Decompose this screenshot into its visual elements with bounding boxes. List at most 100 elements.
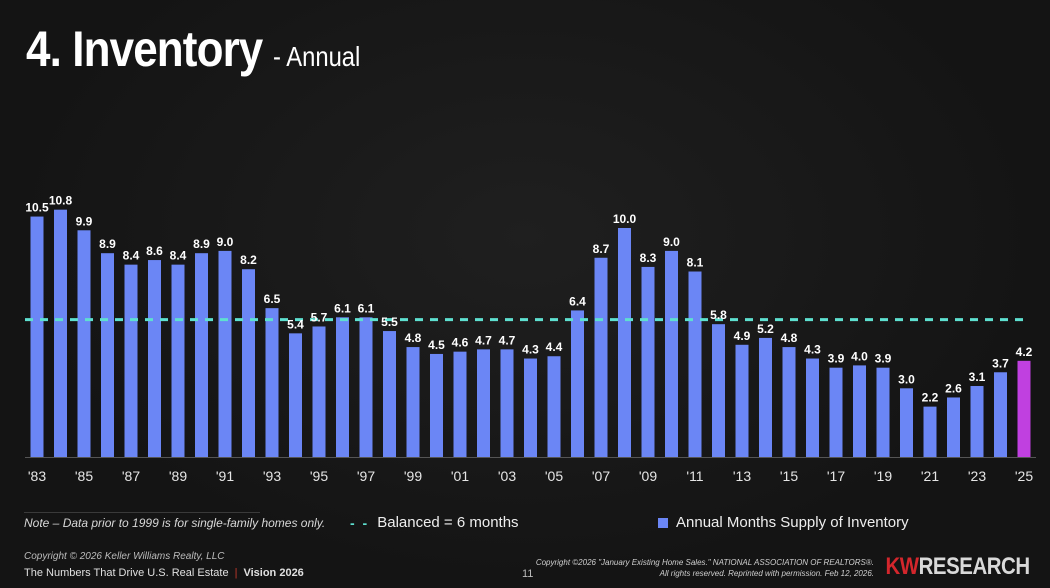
bar-22 xyxy=(947,397,960,457)
bar-88 xyxy=(148,260,161,457)
bar-09 xyxy=(641,266,655,457)
bar-07 xyxy=(594,257,608,457)
data-label: 4.3 xyxy=(522,343,539,357)
bar-16 xyxy=(806,358,819,457)
x-tick-label: '89 xyxy=(169,468,187,484)
x-tick-label: '03 xyxy=(498,468,516,484)
bar-83 xyxy=(30,216,44,457)
copyright-kw: Copyright © 2026 Keller Williams Realty,… xyxy=(24,551,225,562)
x-tick-label: '01 xyxy=(451,468,469,484)
bar-15 xyxy=(782,347,796,457)
bar-03 xyxy=(500,349,514,457)
data-label: 5.7 xyxy=(311,310,328,324)
x-tick-label: '83 xyxy=(28,468,46,484)
data-label: 4.2 xyxy=(1016,345,1033,359)
bar-21 xyxy=(923,406,937,457)
data-label: 8.4 xyxy=(170,249,187,263)
x-tick-label: '21 xyxy=(921,468,939,484)
legend-series: Annual Months Supply of Inventory xyxy=(658,514,909,531)
x-tick-label: '11 xyxy=(686,468,703,484)
x-tick-labels-group: '83 '85 '87 '89 '91 '93 '95 '97 '99 '01 '03 '05 '07 '… xyxy=(28,468,1033,484)
data-labels-group: 10.5 10.89.9 8.9 8.4 8.6 8.4 8.9 9.0 8.2 6.5 5.4 5.… xyxy=(25,194,1032,405)
data-label: 4.5 xyxy=(428,338,445,352)
bar-99 xyxy=(406,347,420,457)
kw-research-logo: KWRESEARCH xyxy=(886,553,1031,581)
bar-05 xyxy=(547,356,561,457)
data-label: 2.6 xyxy=(945,381,962,395)
bar-18 xyxy=(853,365,866,457)
bar-89 xyxy=(171,264,185,457)
bar-13 xyxy=(735,344,749,457)
inventory-bar-chart: 10.5 10.89.9 8.9 8.4 8.6 8.4 8.9 9.0 8.2 6.5 5.4 5.… xyxy=(25,194,1036,484)
source-line-1: Copyright ©2026 "January Existing Home S… xyxy=(535,558,874,567)
data-note: Note – Data prior to 1999 is for single-… xyxy=(24,516,326,530)
bars-group xyxy=(30,209,1031,457)
x-tick-label: '85 xyxy=(75,468,93,484)
data-label: 8.4 xyxy=(123,249,140,263)
data-label: 5.8 xyxy=(710,308,727,322)
x-tick-label: '17 xyxy=(827,468,845,484)
bar-96 xyxy=(336,317,349,457)
data-label: 3.1 xyxy=(969,370,986,384)
x-tick-label: '87 xyxy=(122,468,140,484)
bar-14 xyxy=(759,337,772,457)
data-label: 4.7 xyxy=(499,333,516,347)
bar-11 xyxy=(688,271,702,457)
data-label: 8.1 xyxy=(687,256,704,270)
data-label: 8.7 xyxy=(593,242,610,256)
bar-91 xyxy=(218,250,232,457)
page-title: 4. Inventory - Annual xyxy=(26,20,375,78)
x-tick-label: '05 xyxy=(545,468,563,484)
data-label: 2.2 xyxy=(922,391,939,405)
x-tick-label: '23 xyxy=(968,468,986,484)
title-subtitle: - Annual xyxy=(272,41,360,72)
x-tick-label: '13 xyxy=(733,468,751,484)
bar-08 xyxy=(618,228,631,457)
bar-93 xyxy=(265,308,279,457)
data-label: 6.1 xyxy=(358,301,375,315)
data-label: 4.4 xyxy=(546,340,563,354)
brand-research: RESEARCH xyxy=(918,553,1031,580)
bar-85 xyxy=(77,230,91,457)
data-label: 4.3 xyxy=(804,343,821,357)
data-label: 5.2 xyxy=(757,322,774,336)
data-label: 5.5 xyxy=(381,315,398,329)
bar-84 xyxy=(54,209,67,457)
dashed-line-icon: - - xyxy=(350,514,370,531)
bar-86 xyxy=(101,253,114,457)
legend-balanced-label: Balanced = 6 months xyxy=(377,514,519,531)
data-label: 8.9 xyxy=(99,237,116,251)
data-label: 6.4 xyxy=(569,294,586,308)
bar-87 xyxy=(124,264,138,457)
bar-04 xyxy=(524,358,537,457)
bar-12 xyxy=(712,324,725,457)
bar-98 xyxy=(383,331,396,457)
data-label: 4.6 xyxy=(452,336,469,350)
data-label: 10.5 xyxy=(25,201,49,215)
footer-tagline: The Numbers That Drive U.S. Real Estate … xyxy=(24,567,304,579)
bar-02 xyxy=(477,349,490,457)
page-number: 11 xyxy=(522,568,534,580)
data-label: 8.6 xyxy=(146,244,163,258)
x-tick-label: '95 xyxy=(310,468,328,484)
data-label: 3.9 xyxy=(875,352,892,366)
bar-90 xyxy=(195,253,208,457)
x-tick-label: '19 xyxy=(874,468,892,484)
data-label: 8.9 xyxy=(193,237,210,251)
x-tick-label: '25 xyxy=(1015,468,1033,484)
x-tick-label: '07 xyxy=(592,468,610,484)
source-line-2: All rights reserved. Reprinted with perm… xyxy=(659,569,874,578)
legend-balanced: - - Balanced = 6 months xyxy=(350,514,519,531)
data-label: 3.0 xyxy=(898,372,915,386)
data-label: 6.5 xyxy=(264,292,281,306)
x-tick-label: '97 xyxy=(357,468,375,484)
vision-label: Vision 2026 xyxy=(243,567,304,579)
bar-10 xyxy=(665,250,678,457)
data-label: 5.4 xyxy=(287,317,304,331)
data-label: 4.7 xyxy=(475,333,492,347)
bar-23 xyxy=(970,386,984,457)
data-label: 4.8 xyxy=(405,331,422,345)
bar-25 xyxy=(1017,360,1031,457)
data-label: 6.1 xyxy=(334,301,351,315)
bar-95 xyxy=(312,326,326,457)
